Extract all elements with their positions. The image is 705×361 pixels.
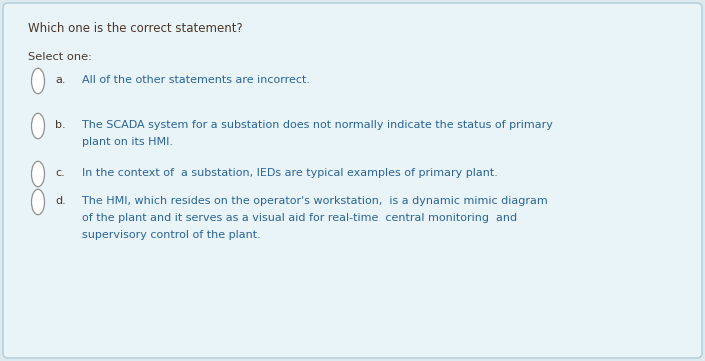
Text: b.: b. (55, 120, 66, 130)
Ellipse shape (32, 113, 44, 139)
Text: The HMI, which resides on the operator's workstation,  is a dynamic mimic diagra: The HMI, which resides on the operator's… (82, 196, 548, 206)
Text: Select one:: Select one: (28, 52, 92, 62)
FancyBboxPatch shape (3, 3, 702, 358)
Text: supervisory control of the plant.: supervisory control of the plant. (82, 230, 261, 240)
Ellipse shape (32, 68, 44, 94)
Text: Which one is the correct statement?: Which one is the correct statement? (28, 22, 243, 35)
Text: plant on its HMI.: plant on its HMI. (82, 137, 173, 147)
Text: d.: d. (55, 196, 66, 206)
Ellipse shape (32, 189, 44, 215)
Text: The SCADA system for a substation does not normally indicate the status of prima: The SCADA system for a substation does n… (82, 120, 553, 130)
Text: of the plant and it serves as a visual aid for real-time  central monitoring  an: of the plant and it serves as a visual a… (82, 213, 517, 223)
Text: All of the other statements are incorrect.: All of the other statements are incorrec… (82, 75, 310, 85)
Text: In the context of  a substation, IEDs are typical examples of primary plant.: In the context of a substation, IEDs are… (82, 168, 498, 178)
Text: a.: a. (55, 75, 66, 85)
Ellipse shape (32, 161, 44, 187)
Text: c.: c. (55, 168, 65, 178)
